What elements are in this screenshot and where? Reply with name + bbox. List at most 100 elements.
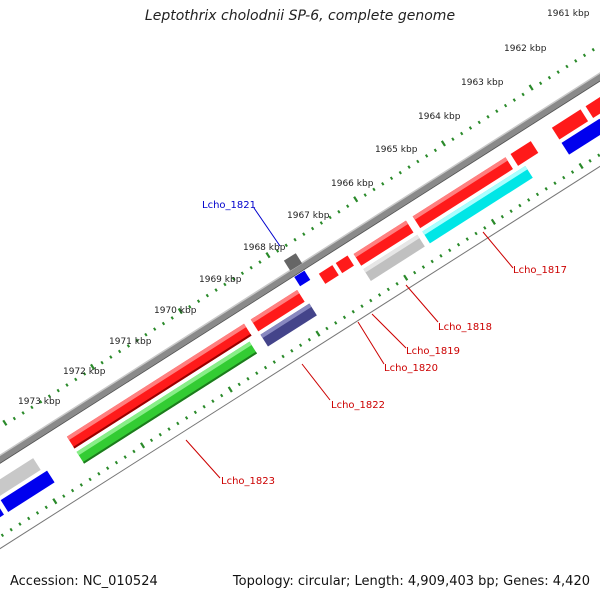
ruler-tick [416, 159, 420, 164]
ruler-tick [474, 231, 478, 236]
ruler-tick [117, 349, 122, 354]
ruler-tick [389, 176, 394, 181]
ruler-tick [495, 109, 499, 114]
ruler-tick [90, 363, 96, 371]
ruler-tick [518, 203, 522, 208]
ruler-tick [196, 299, 201, 303]
ruler-tick [565, 64, 569, 69]
ruler-tick [403, 274, 409, 281]
ruler-tick [360, 304, 364, 308]
inner-backbone-line [0, 114, 600, 567]
ruler-tick [521, 92, 525, 97]
gene-lcho-1821-blue[interactable] [294, 270, 311, 287]
ruler-tick [275, 249, 280, 253]
ruler-tick [535, 192, 540, 197]
ruler-tick [97, 471, 101, 476]
ruler-tick [2, 419, 8, 426]
gene-lcho-1819[interactable] [318, 265, 339, 284]
ruler-label-1970: 1970 kbp [154, 306, 197, 316]
gene-blue-left-2[interactable] [0, 502, 4, 545]
ruler-tick [114, 460, 119, 465]
gene-red-small[interactable] [510, 141, 539, 166]
ruler-tick [381, 182, 385, 186]
ruler-tick [293, 237, 297, 242]
ruler-tick [56, 388, 60, 393]
ruler-tick [451, 137, 455, 141]
ruler-tick [503, 103, 508, 108]
ruler-tick [220, 393, 224, 398]
ruler-tick [135, 338, 139, 343]
gene-lcho-1818[interactable] [353, 220, 414, 266]
ruler-tick [562, 175, 566, 180]
ruler-tick [369, 298, 373, 303]
gene-lcho-1823[interactable] [66, 323, 252, 449]
label-lcho-1818[interactable]: Lcho_1818 [438, 322, 492, 333]
label-lcho-1823[interactable]: Lcho_1823 [221, 476, 275, 487]
ruler-tick [65, 383, 69, 387]
ruler-tick [214, 288, 218, 292]
ruler-tick [424, 154, 429, 158]
label-lcho-1819[interactable]: Lcho_1819 [406, 346, 460, 357]
ruler-tick [290, 349, 294, 353]
ruler-tick [456, 242, 461, 247]
map-title: Leptothrix cholodnii SP-6, complete geno… [144, 8, 456, 24]
ruler-tick [153, 327, 157, 331]
ruler-tick [328, 215, 332, 220]
genome-summary-text: Topology: circular; Length: 4,909,403 bp… [232, 574, 590, 589]
ruler-tick [39, 399, 43, 404]
gene-lcho-1821-dark[interactable] [283, 253, 303, 271]
ruler-tick [433, 148, 438, 153]
gene-red-right-1[interactable] [551, 109, 589, 140]
gene-blue-right[interactable] [561, 118, 600, 155]
ruler-tick [240, 271, 245, 276]
ruler-tick [249, 265, 253, 270]
ruler-tick [255, 371, 259, 376]
gene-lcho-1820[interactable] [335, 255, 354, 274]
gene-red-right-2[interactable] [585, 82, 600, 119]
ruler-tick [430, 259, 434, 264]
gene-navy[interactable] [260, 303, 317, 347]
gene-cyan-lcho-1817[interactable] [422, 165, 533, 244]
ruler-tick [351, 309, 355, 314]
ruler-labels: 1961 kbp 1962 kbp 1963 kbp 1964 kbp 1965… [18, 9, 590, 407]
ruler-tick [132, 449, 136, 454]
accession-text: Accession: NC_010524 [10, 574, 158, 589]
label-lcho-1822[interactable]: Lcho_1822 [331, 400, 385, 411]
label-lcho-1821[interactable]: Lcho_1821 [202, 200, 256, 211]
ruler-tick [237, 382, 241, 387]
gene-lcho-1817-fwd[interactable] [412, 157, 513, 229]
ruler-tick [231, 277, 236, 281]
ruler-tick [161, 321, 166, 326]
ruler-tick [315, 330, 321, 337]
label-lcho-1817[interactable]: Lcho_1817 [513, 265, 567, 276]
gene-lcho-1822[interactable] [250, 289, 305, 332]
ruler-tick [439, 254, 443, 258]
ruler-tick [527, 198, 531, 202]
ruler-tick [140, 442, 146, 449]
backbone-line [0, 49, 600, 506]
ruler-tick [223, 282, 227, 287]
ruler-tick [144, 332, 148, 337]
ruler-tick [363, 193, 367, 197]
ruler-tick [465, 237, 469, 241]
ruler-tick [211, 399, 215, 403]
gene-gray-left[interactable] [0, 458, 41, 497]
ruler-tick [284, 243, 288, 248]
ruler-tick [398, 170, 402, 175]
ruler-tick [100, 360, 104, 365]
ruler-tick [486, 114, 490, 119]
ruler-label-1963: 1963 kbp [461, 78, 504, 88]
ruler-tick [176, 421, 180, 426]
gene-green[interactable] [76, 341, 258, 464]
ruler-tick [372, 187, 376, 192]
ruler-tick [88, 477, 92, 482]
ruler-tick [490, 218, 496, 225]
gene-blue-left[interactable] [0, 470, 55, 512]
ruler-tick [334, 321, 338, 325]
label-lcho-1820[interactable]: Lcho_1820 [384, 363, 438, 374]
ruler-tick [62, 494, 66, 498]
gene-gray-lcho-1818[interactable] [363, 234, 425, 281]
ruler-tick [509, 209, 513, 213]
